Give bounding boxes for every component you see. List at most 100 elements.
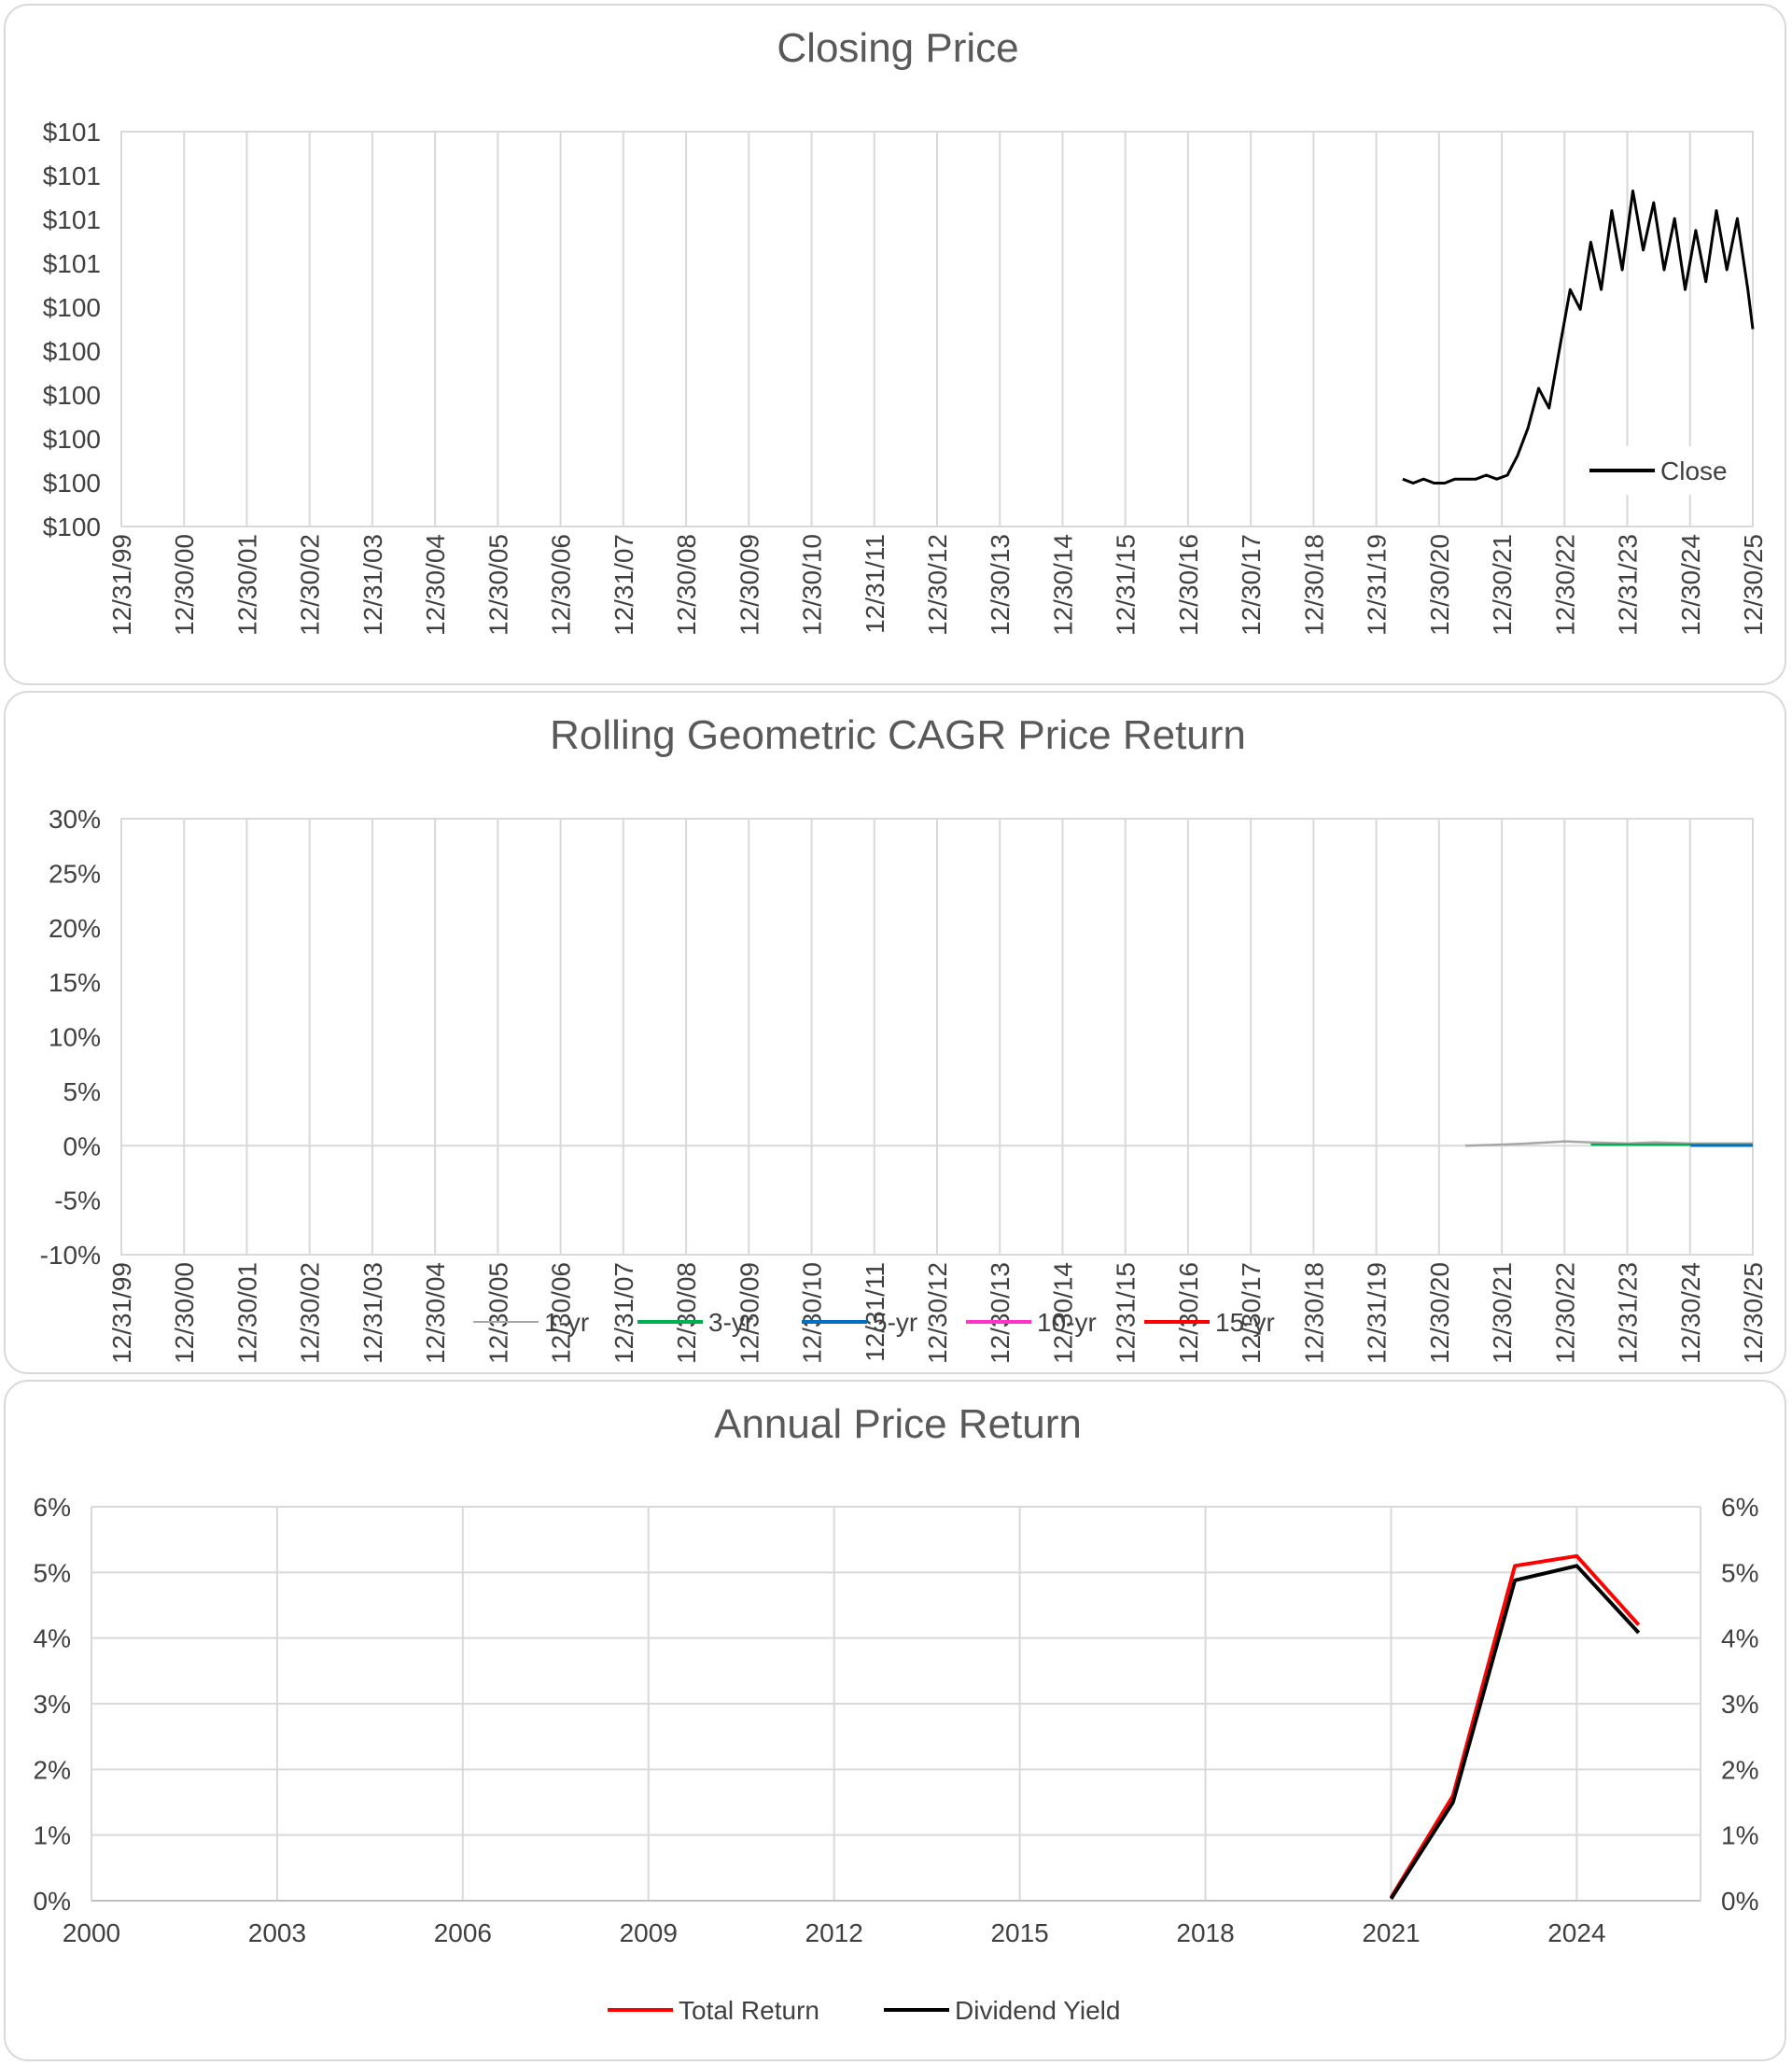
annual-price-return-chart: Annual Price Return 6% 5% 4% 3% 2% 1% 0% 6% 5% 4%… xyxy=(34,1401,1759,2025)
y-tick-label: -5% xyxy=(54,1187,101,1215)
y-tick-label: 5% xyxy=(63,1077,101,1106)
x-tick-label: 12/30/17 xyxy=(1237,534,1266,636)
legend-label: Total Return xyxy=(679,1996,819,2025)
y-tick-label: $101 xyxy=(43,118,101,147)
x-tick-label: 12/31/15 xyxy=(1112,1262,1141,1364)
x-tick-label: 12/30/16 xyxy=(1174,1262,1203,1364)
chart-title: Closing Price xyxy=(777,25,1018,71)
x-tick-label: 2000 xyxy=(63,1918,120,1947)
x-tick-label: 12/30/25 xyxy=(1739,534,1768,636)
legend-label: 15-yr xyxy=(1215,1308,1275,1337)
x-tick-label: 12/30/18 xyxy=(1299,534,1328,636)
y-tick-label: $100 xyxy=(43,425,101,454)
y-tick-label: $100 xyxy=(43,469,101,498)
x-tick-label: 12/30/17 xyxy=(1237,1262,1266,1364)
y2-tick-label: 6% xyxy=(1721,1493,1758,1522)
x-tick-label: 12/30/01 xyxy=(232,534,261,636)
closing-price-chart: Closing Price 12/31/99 12/30/00 12/30/01 12… xyxy=(43,25,1768,636)
y-tick-label: 2% xyxy=(34,1755,71,1784)
x-tick-label: 12/30/08 xyxy=(672,534,701,636)
y-tick-label: $100 xyxy=(43,381,101,410)
x-tick-label: 12/30/06 xyxy=(547,534,576,636)
x-tick-label: 12/30/08 xyxy=(672,1262,701,1364)
y-tick-label: 30% xyxy=(49,805,101,834)
y-tick-label: 5% xyxy=(34,1558,71,1587)
y2-tick-label: 4% xyxy=(1721,1624,1758,1653)
x-tick-label: 12/31/11 xyxy=(861,534,889,634)
x-tick-label: 12/30/10 xyxy=(798,1262,827,1364)
x-tick-label: 12/31/07 xyxy=(609,1262,638,1364)
x-tick-label: 12/30/12 xyxy=(923,534,952,636)
x-tick-label: 12/30/10 xyxy=(798,534,827,636)
x-tick-label: 2021 xyxy=(1362,1918,1420,1947)
y-tick-label: 0% xyxy=(63,1131,101,1160)
y-tick-label: $101 xyxy=(43,205,101,234)
x-tick-label: 2006 xyxy=(434,1918,492,1947)
x-tick-label: 12/30/16 xyxy=(1174,534,1203,636)
x-tick-label: 12/31/99 xyxy=(107,1262,136,1364)
y-tick-label: 4% xyxy=(34,1624,71,1653)
x-tick-label: 12/30/25 xyxy=(1739,1262,1768,1364)
x-tick-label: 12/30/02 xyxy=(296,1262,325,1364)
x-tick-label: 12/30/20 xyxy=(1425,1262,1454,1364)
y-tick-label: 25% xyxy=(49,859,101,888)
x-tick-label: 12/30/14 xyxy=(1048,534,1077,636)
chart-title: Annual Price Return xyxy=(714,1401,1082,1447)
annual-price-return-panel: Annual Price Return 6% 5% 4% 3% 2% 1% 0% 6% 5% 4%… xyxy=(4,1380,1786,2061)
x-tick-label: 12/30/21 xyxy=(1488,534,1517,636)
x-tick-label: 12/31/03 xyxy=(358,1262,387,1364)
y-tick-label: 6% xyxy=(34,1493,71,1522)
rolling-cagr-panel: Rolling Geometric CAGR Price Return 12/3… xyxy=(4,691,1786,1374)
x-tick-label: 12/30/04 xyxy=(421,1262,450,1364)
series-line-total-return xyxy=(1389,1553,1641,1899)
closing-price-panel: Closing Price 12/31/99 12/30/00 12/30/01 12… xyxy=(4,4,1786,685)
x-tick-label: 12/30/20 xyxy=(1425,534,1454,636)
x-tick-label: 12/30/06 xyxy=(547,1262,576,1364)
x-tick-label: 12/30/13 xyxy=(986,534,1015,636)
y-tick-label: 15% xyxy=(49,968,101,997)
legend-label: 3-yr xyxy=(708,1308,753,1337)
x-tick-label: 12/31/19 xyxy=(1363,1262,1392,1364)
legend-label: 10-yr xyxy=(1037,1308,1097,1337)
series-line-1-yr xyxy=(1464,1140,1753,1147)
x-tick-label: 12/30/05 xyxy=(483,1262,512,1364)
x-tick-label: 12/30/04 xyxy=(421,534,450,636)
x-tick-label: 12/30/22 xyxy=(1550,534,1579,636)
y-tick-label: $100 xyxy=(43,513,101,541)
x-tick-label: 12/30/00 xyxy=(170,534,199,636)
x-tick-label: 12/30/13 xyxy=(986,1262,1015,1364)
x-tick-label: 12/31/19 xyxy=(1363,534,1392,636)
x-tick-label: 12/31/23 xyxy=(1614,1262,1643,1364)
x-tick-label: 2012 xyxy=(805,1918,863,1947)
x-tick-label: 12/31/99 xyxy=(107,534,136,636)
x-tick-label: 12/30/05 xyxy=(483,534,512,636)
x-tick-label: 12/30/09 xyxy=(735,534,763,636)
legend-label: Close xyxy=(1660,457,1728,485)
x-tick-label: 12/30/24 xyxy=(1676,1262,1705,1364)
x-tick-label: 12/31/07 xyxy=(609,534,638,636)
y-tick-label: $101 xyxy=(43,249,101,278)
y-tick-label: $100 xyxy=(43,337,101,366)
x-tick-label: 12/30/02 xyxy=(296,534,325,636)
y2-tick-label: 1% xyxy=(1721,1821,1758,1850)
legend-label: 5-yr xyxy=(873,1308,917,1337)
y2-tick-label: 5% xyxy=(1721,1558,1758,1587)
x-tick-label: 12/30/01 xyxy=(232,1262,261,1364)
x-tick-label: 12/30/24 xyxy=(1676,534,1705,636)
y2-tick-label: 0% xyxy=(1721,1887,1758,1916)
x-tick-label: 2015 xyxy=(990,1918,1048,1947)
y-tick-label: 3% xyxy=(34,1690,71,1719)
x-tick-label: 12/30/22 xyxy=(1550,1262,1579,1364)
chart-title: Rolling Geometric CAGR Price Return xyxy=(550,712,1246,758)
y-tick-label: 10% xyxy=(49,1023,101,1052)
y2-tick-label: 3% xyxy=(1721,1690,1758,1719)
y-tick-label: 20% xyxy=(49,914,101,943)
legend-label: Dividend Yield xyxy=(955,1996,1120,2025)
x-tick-label: 12/31/11 xyxy=(861,1262,889,1362)
legend-label: 1-yr xyxy=(544,1308,589,1337)
x-tick-label: 12/30/21 xyxy=(1488,1262,1517,1364)
y-tick-label: -10% xyxy=(40,1241,101,1270)
x-tick-label: 12/31/15 xyxy=(1112,534,1141,636)
x-tick-label: 12/31/23 xyxy=(1614,534,1643,636)
x-tick-label: 2003 xyxy=(248,1918,306,1947)
